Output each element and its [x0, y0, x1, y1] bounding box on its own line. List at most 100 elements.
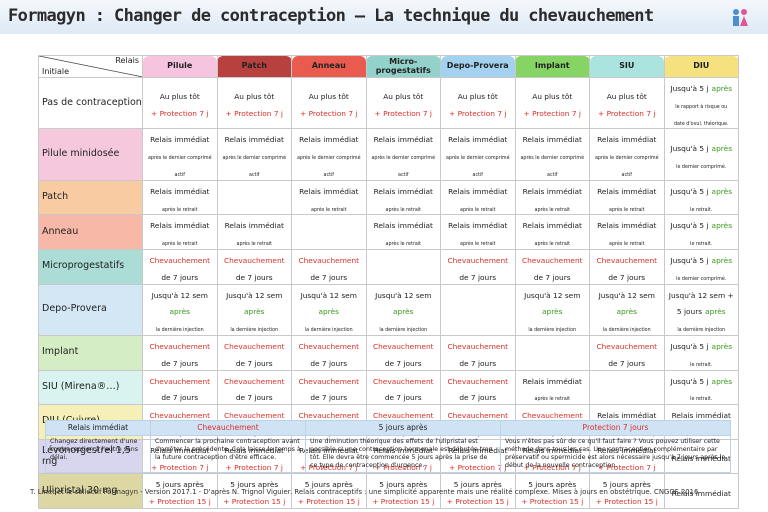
cell-text: la dernière injection [230, 328, 279, 334]
cell: Relais immédiat après le retrait [142, 179, 218, 216]
cell-line: Jusqu'à 12 sem [218, 285, 291, 301]
column-header: Patch [216, 55, 292, 78]
cell-text: Relais immédiat [671, 488, 731, 498]
cell-text: après [711, 186, 733, 196]
cell-line: Chevauchement [292, 250, 365, 266]
cell-line: Relais immédiat [292, 181, 365, 197]
cell-line: 5 jours après [218, 475, 291, 491]
cell-line: Jusqu'à 5 j après [665, 336, 738, 352]
cell-text: après [318, 307, 340, 317]
cell: 5 jours après + Protection 15 j [142, 473, 218, 509]
cell-line: après [292, 301, 365, 318]
cell-line: Chevauchement [441, 336, 514, 352]
cell-text: + Protection 15 j [297, 497, 360, 507]
cell-line: 5 jours après [441, 475, 514, 491]
cell-text: de 7 jours [459, 393, 497, 403]
cell-text: après [711, 143, 733, 153]
cell-text: Chevauchement [372, 341, 434, 351]
cell-line: de 7 jours [143, 353, 216, 369]
cell: Au plus tôt + Protection 7 j [291, 76, 367, 130]
cell-text: date d'ovul. théorique. [673, 121, 729, 127]
cell-text: 5 jours après [304, 480, 353, 490]
cell: Relais immédiat après le retrait [216, 214, 292, 250]
cell-text: le retrait. [690, 242, 713, 248]
cell-text: après le retrait [162, 207, 198, 213]
cell-text: Relais immédiat [597, 186, 657, 196]
cell: Relais immédiat après le retrait [514, 369, 590, 406]
cell-text: après le dernier comprimé [296, 156, 361, 162]
cell-line: Jusqu'à 12 sem [590, 285, 663, 301]
cell-line: après le retrait [292, 198, 365, 214]
cell-line: + Protection 7 j [367, 103, 440, 120]
cell-line: Au plus tôt [590, 86, 663, 103]
cell-line: Relais immédiat [590, 130, 663, 146]
corner-diagonal [39, 56, 142, 77]
column-header: Implant [514, 55, 590, 78]
cell-line: après le retrait [516, 198, 589, 214]
legend-header-row: Relais immédiat Chevauchement 5 jours aprè… [45, 420, 731, 436]
cell: Jusqu'à 12 sem après la dernière injection [514, 283, 590, 336]
cell-text: Jusqu'à 5 j [670, 255, 709, 265]
cell: Au plus tôt + Protection 7 j [142, 76, 218, 130]
cell-line: après le retrait [516, 387, 589, 403]
cell-line: Relais immédiat [516, 371, 589, 387]
cell-text: Jusqu'à 12 sem [524, 290, 581, 300]
cell-line: Jusqu'à 12 sem [367, 285, 440, 301]
cell-text: Jusqu'à 5 j [670, 186, 709, 196]
cell: Jusqu'à 12 sem +5 jours après la dernière … [663, 283, 739, 336]
cell: Jusqu'à 5 j après le retrait. [663, 179, 739, 216]
cell: Jusqu'à 5 j après le retrait. [663, 334, 739, 371]
cell-text: Chevauchement [223, 255, 285, 265]
cell-line: après le dernier comprimé [143, 146, 216, 163]
cell-text: Jusqu'à 12 sem [598, 290, 655, 300]
cell-text: Chevauchement [447, 411, 509, 421]
cell-line: + Protection 7 j [590, 103, 663, 120]
cell: Relais immédiat [663, 473, 739, 509]
column-header: Depo-Provera [440, 55, 516, 78]
cell-line: Chevauchement [367, 371, 440, 387]
cell-line: de 7 jours [441, 353, 514, 369]
cell-line: Jusqu'à 5 j après [665, 138, 738, 155]
cell-line: Relais immédiat [143, 130, 216, 146]
cell-line: Chevauchement [292, 406, 365, 422]
cell-text: le retrait. [690, 397, 713, 403]
legend-text: Changez directement d'une contraception … [45, 434, 151, 474]
row-label: Microprogestatifs [38, 248, 143, 285]
cell-line: + Protection 15 j [590, 491, 663, 507]
cell-text: Chevauchement [372, 376, 434, 386]
cell-line: Relais immédiat [218, 216, 291, 232]
cell-line: + Protection 15 j [367, 491, 440, 507]
cell-text: Au plus tôt [383, 92, 424, 102]
cell-text: 5 jours après [602, 480, 651, 490]
cell: Relais immédiat après le retrait [514, 214, 590, 250]
cell-line: Chevauchement [218, 371, 291, 387]
cell-line: de 7 jours [292, 387, 365, 403]
cell: Chevauchement de 7 jours [291, 369, 367, 406]
cell-text: le rapport à risque ou [675, 104, 728, 110]
cell-text: Chevauchement [298, 376, 360, 386]
cell-line: Au plus tôt [367, 86, 440, 103]
cell-text: de 7 jours [384, 393, 422, 403]
cell-text: après [616, 307, 638, 317]
legend-text: Vous n'êtes pas sûr de ce qu'il faut fai… [500, 434, 731, 474]
cell: Jusqu'à 5 j après le dernier comprimé. [663, 248, 739, 285]
cell-line: la dernière injection [367, 318, 440, 334]
cell-text: après le retrait [460, 242, 496, 248]
cell-line: de 7 jours [441, 267, 514, 283]
footer: T. Linet et le collectif Formagyn - Vers… [30, 488, 699, 496]
cell-text: après le retrait [534, 242, 570, 248]
cell-text: après le dernier comprimé [222, 156, 287, 162]
cell: Relais immédiat après le retrait [291, 179, 367, 216]
cell-text: Relais immédiat [448, 186, 508, 196]
cell-text: Relais immédiat [597, 411, 657, 421]
cell-line: + Protection 7 j [441, 103, 514, 120]
legend-title: Chevauchement [150, 420, 306, 436]
cell-text: Relais immédiat [373, 186, 433, 196]
cell-line: après le retrait [590, 232, 663, 248]
corner-top: Relais [115, 56, 139, 65]
cell [365, 248, 441, 285]
cell-text: après le dernier comprimé [445, 156, 510, 162]
cell-text: 5 jours après [453, 480, 502, 490]
cell-text: + Protection 15 j [372, 497, 435, 507]
cell-text: 5 jours après [230, 480, 279, 490]
